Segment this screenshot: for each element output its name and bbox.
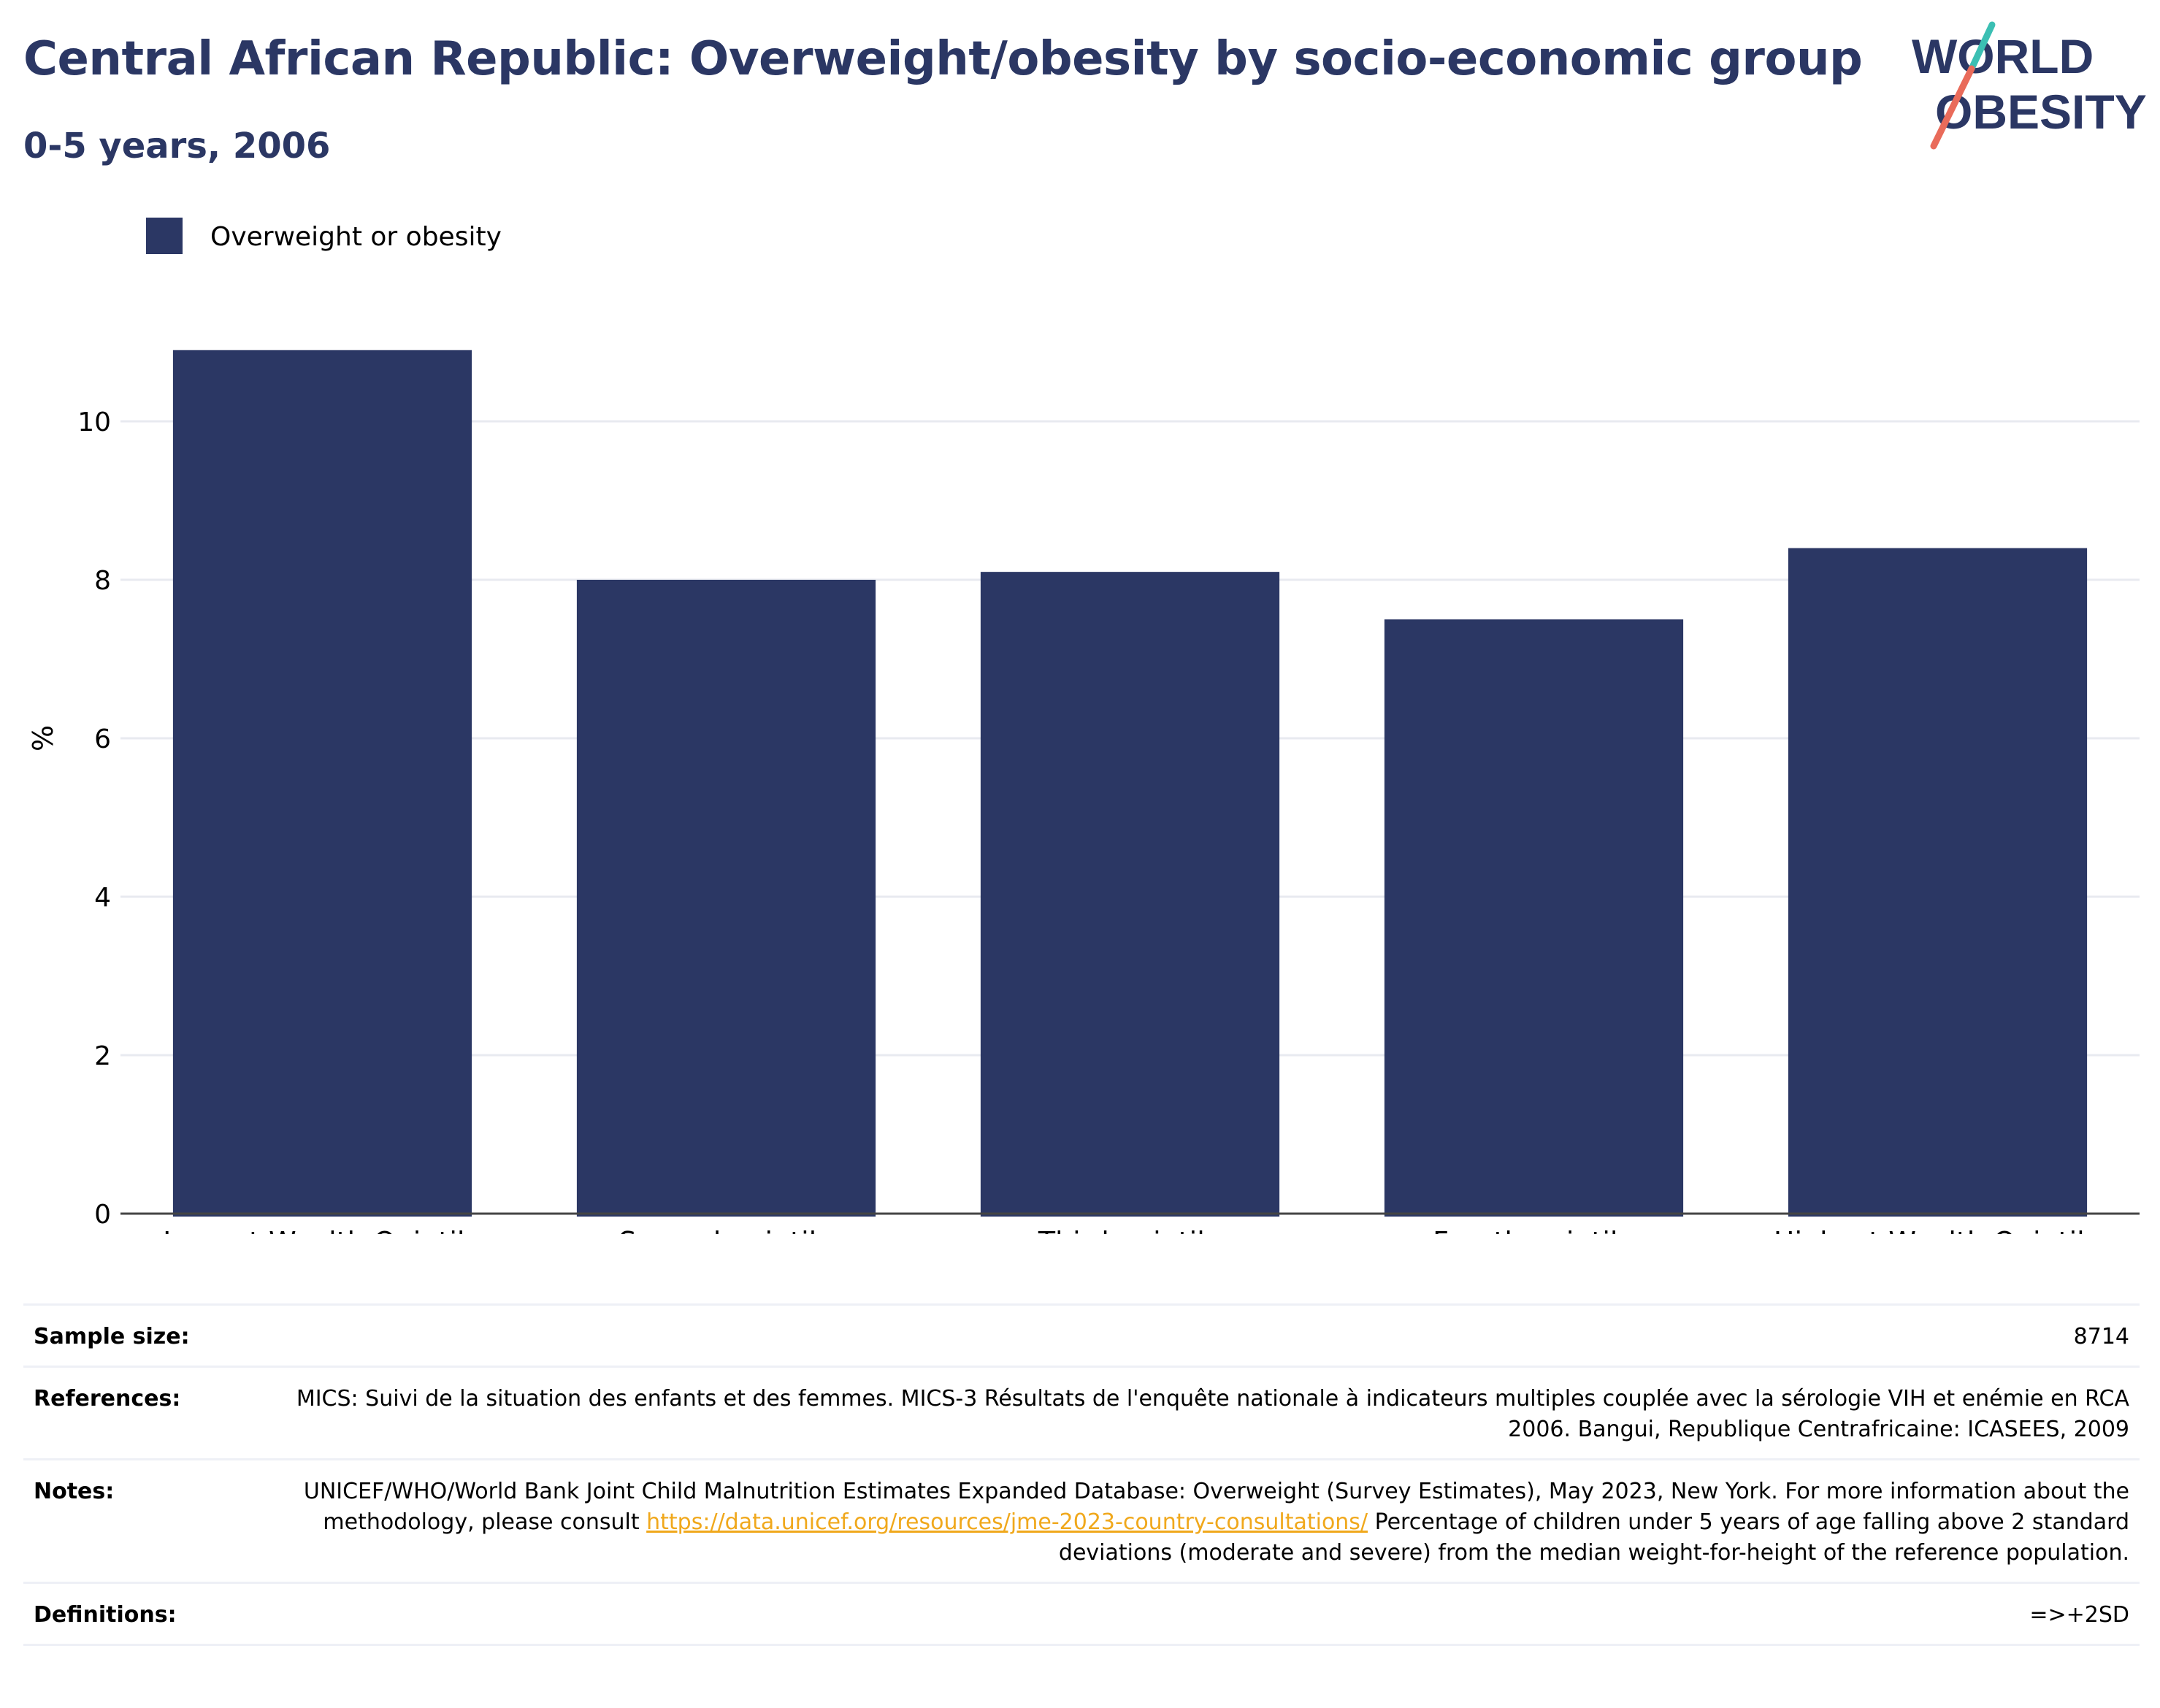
sample-size-value: 8714: [2073, 1324, 2129, 1349]
references-label: References:: [34, 1386, 181, 1412]
bar-lowest-wealth-quintile: [172, 350, 472, 1217]
y-tick-label: 4: [94, 883, 111, 913]
definitions-row: Definitions: =>+2SD: [23, 1582, 2140, 1645]
notes-link[interactable]: https://data.unicef.org/resources/jme-20…: [646, 1509, 1368, 1535]
notes-text-after: Percentage of children under 5 years of …: [1058, 1509, 2129, 1566]
notes-text-before: UNICEF/WHO/World Bank Joint Child Malnut…: [303, 1479, 2129, 1535]
y-axis-ticks: 0 2 4 6 8 10: [77, 407, 111, 1230]
sample-size-row: Sample size: 8714: [23, 1304, 2140, 1367]
x-tick-label: Fourth quintile: [1433, 1226, 1635, 1234]
y-tick-label: 10: [77, 407, 111, 437]
definitions-value: =>+2SD: [2029, 1602, 2129, 1628]
x-axis-ticks: Lowest Wealth Quintile Second quintile Thi…: [163, 1226, 2102, 1234]
x-tick-label: Third quintile: [1038, 1226, 1222, 1234]
notes-label: Notes:: [34, 1479, 115, 1504]
bar-fourth-quintile: [1384, 619, 1684, 1217]
bar-chart: 0 2 4 6 8 10 Lowest Wealth Quintile Second qui…: [27, 218, 2140, 1234]
y-tick-label: 8: [94, 566, 111, 596]
bar-highest-wealth-quintile: [1788, 548, 2088, 1217]
bars: [172, 350, 2088, 1217]
legend-label-overweight-or-obesity: Overweight or obesity: [210, 222, 502, 252]
bar-second-quintile: [576, 580, 876, 1217]
info-table: Sample size: 8714 References: MICS: Suiv…: [23, 1303, 2140, 1646]
y-tick-label: 2: [94, 1041, 111, 1071]
sample-size-label: Sample size:: [34, 1324, 190, 1349]
x-tick-label: Second quintile: [618, 1226, 833, 1234]
logo-word-world: WORLD: [1912, 29, 2094, 83]
references-row: References: MICS: Suivi de la situation …: [23, 1366, 2140, 1460]
references-value: MICS: Suivi de la situation des enfants …: [296, 1386, 2129, 1442]
y-tick-label: 6: [94, 724, 111, 754]
legend: Overweight or obesity: [146, 218, 502, 254]
chart-subtitle: 0-5 years, 2006: [23, 126, 331, 166]
x-tick-label: Highest Wealth Quintile: [1774, 1226, 2102, 1234]
bar-third-quintile: [980, 572, 1280, 1217]
logo-word-obesity: OBESITY: [1935, 85, 2147, 139]
y-axis-label: %: [27, 725, 59, 751]
notes-value: UNICEF/WHO/World Bank Joint Child Malnut…: [263, 1460, 2140, 1583]
chart-title: Central African Republic: Overweight/obe…: [23, 32, 1863, 86]
x-tick-label: Lowest Wealth Quintile: [163, 1226, 482, 1234]
legend-swatch: [146, 218, 183, 254]
world-obesity-logo: WORLD OBESITY: [1912, 21, 2147, 150]
y-tick-label: 0: [94, 1200, 111, 1230]
notes-row: Notes: UNICEF/WHO/World Bank Joint Child…: [23, 1459, 2140, 1583]
definitions-label: Definitions:: [34, 1602, 177, 1628]
logo-slash-teal: [1968, 21, 1996, 72]
logo-slash-coral: [1930, 65, 1975, 150]
